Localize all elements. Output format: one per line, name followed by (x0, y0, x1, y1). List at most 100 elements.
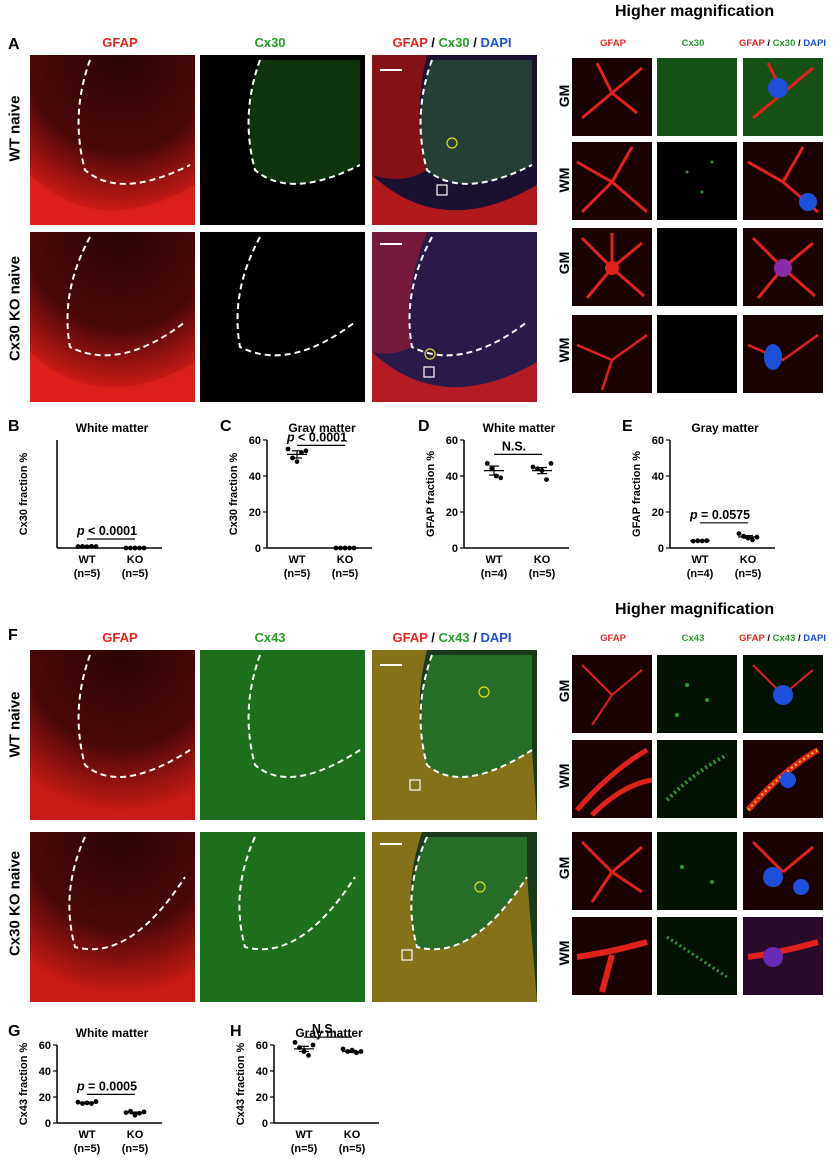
category-label: WT (78, 1129, 95, 1141)
panel-letter-e: E (622, 418, 633, 435)
micrograph-gfap-wt-a (30, 55, 195, 225)
hm-label-gfap-a: GFAP (600, 38, 626, 49)
sub-row-label-wm-2-a: WM (556, 337, 572, 363)
significance-text: p < 0.0001 (76, 524, 137, 538)
chart-title: Gray matter (295, 1026, 363, 1040)
category-label: WT (295, 1129, 312, 1141)
hm-label-gfap-f: GFAP (600, 633, 626, 644)
data-point (750, 537, 755, 543)
y-tick-label: 60 (446, 435, 458, 447)
channel-label-merge-a: GFAP / Cx30 / DAPI (392, 35, 512, 50)
sub-row-label-wm-1-a: WM (556, 167, 572, 193)
sub-row-label-gm-1-a: GM (556, 84, 572, 108)
n-label: (n=5) (122, 568, 149, 580)
micrograph-gfap-ko-f (30, 832, 195, 1002)
chart-title: Gray matter (288, 421, 356, 435)
y-tick-label: 0 (255, 543, 261, 555)
y-tick-label: 40 (256, 1066, 268, 1078)
higher-mag-title-f: Higher magnification (615, 601, 775, 618)
chart-title: Gray matter (691, 421, 759, 435)
chart-h: Gray matter Cx43 fraction % 0 20 40 60 WT (n=5)… (235, 1023, 379, 1155)
data-point (340, 1046, 346, 1052)
panel-letter-d: D (418, 418, 430, 435)
hm-gfap-gm-ko-f (572, 832, 652, 910)
n-label: (n=5) (339, 1143, 366, 1155)
hm-cx30-gm-ko-a (657, 228, 737, 306)
category-label: WT (288, 554, 305, 566)
hm-label-cx30-a: Cx30 (681, 38, 705, 49)
hm-label-cx43-f: Cx43 (681, 633, 705, 644)
n-label: (n=4) (481, 568, 508, 580)
micrograph-merge-wt-f (372, 650, 537, 820)
hm-merge-wm-ko-f (743, 917, 823, 995)
chart-g: White matter Cx43 fraction % 0 20 40 60 WT (n=5… (18, 1026, 162, 1155)
chart-e: Gray matter GFAP fraction % 0 20 40 60 WT (n=4)… (631, 421, 775, 580)
micrograph-merge-ko-f (372, 832, 537, 1002)
data-point (299, 450, 304, 455)
micrograph-cx43-wt-f (200, 650, 365, 820)
hm-label-merge-f: GFAP / Cx43 / DAPI (739, 633, 826, 644)
category-label: KO (740, 554, 757, 566)
n-label: (n=4) (687, 568, 714, 580)
n-label: (n=5) (284, 568, 311, 580)
n-label: (n=5) (529, 568, 556, 580)
significance-text: N.S. (312, 1023, 336, 1036)
panel-letter-g: G (8, 1023, 21, 1040)
hm-gfap-gm-wt-a (572, 58, 652, 136)
n-label: (n=5) (122, 1143, 149, 1155)
hm-cx43-gm-wt-f (657, 655, 737, 733)
y-tick-label: 60 (256, 1040, 268, 1052)
significance-text: p < 0.0001 (286, 430, 347, 444)
hm-merge-gm-ko-f (743, 832, 823, 910)
chart-c: Gray matter Cx30 fraction % 0 20 40 60 WT (n=5)… (228, 421, 372, 580)
hm-merge-wm-wt-a (743, 142, 823, 220)
y-tick-label: 0 (45, 1118, 51, 1130)
data-point (294, 459, 300, 464)
significance-text: p = 0.0005 (76, 1079, 137, 1093)
data-point (530, 464, 536, 470)
channel-label-merge-f: GFAP / Cx43 / DAPI (392, 630, 512, 645)
category-label: KO (534, 554, 551, 566)
y-tick-label: 40 (249, 471, 261, 483)
y-tick-label: 40 (446, 471, 458, 483)
hm-cx43-wm-ko-f (657, 917, 737, 995)
row-label-ko-a: Cx30 KO naive (6, 255, 24, 362)
y-tick-label: 60 (249, 435, 261, 447)
n-label: (n=5) (74, 1143, 101, 1155)
category-label: KO (344, 1129, 361, 1141)
y-tick-label: 20 (249, 507, 261, 519)
y-tick-label: 20 (39, 1092, 51, 1104)
hm-gfap-gm-wt-f (572, 655, 652, 733)
channel-label-cx43-f: Cx43 (254, 630, 286, 645)
hm-cx30-wm-ko-a (657, 315, 737, 393)
panel-letter-h: H (230, 1023, 242, 1040)
y-tick-label: 20 (256, 1092, 268, 1104)
channel-label-gfap-a: GFAP (102, 35, 138, 50)
chart-title: White matter (76, 421, 149, 435)
y-axis-label: GFAP fraction % (631, 451, 643, 537)
y-tick-label: 0 (262, 1118, 268, 1130)
sub-row-label-wm-1-f: WM (556, 763, 572, 789)
micrograph-cx43-ko-f (200, 832, 365, 1002)
data-point (544, 477, 549, 482)
category-label: KO (127, 1129, 144, 1141)
hm-merge-gm-ko-a (743, 228, 823, 306)
y-tick-label: 40 (39, 1066, 51, 1078)
data-point (285, 446, 291, 452)
micrograph-merge-ko-a (372, 232, 537, 402)
micrograph-merge-wt-a (372, 55, 537, 225)
micrograph-cx30-ko-a (200, 232, 365, 402)
data-point (303, 448, 309, 454)
hm-merge-gm-wt-f (743, 655, 823, 733)
chart-d: White matter GFAP fraction % 0 20 40 60 WT (n=4… (425, 421, 569, 580)
micrograph-gfap-wt-f (30, 650, 195, 820)
y-tick-label: 0 (452, 543, 458, 555)
row-label-wt-f: WT naive (6, 691, 24, 758)
y-axis-label: Cx30 fraction % (228, 453, 240, 536)
n-label: (n=5) (332, 568, 359, 580)
chart-b: White matter Cx30 fraction % WT (n=5) KO (n=5… (18, 421, 162, 580)
row-label-ko-f: Cx30 KO naive (6, 850, 24, 957)
panel-letter-c: C (220, 418, 232, 435)
hm-cx30-wm-wt-a (657, 142, 737, 220)
significance-text: N.S. (502, 439, 526, 453)
